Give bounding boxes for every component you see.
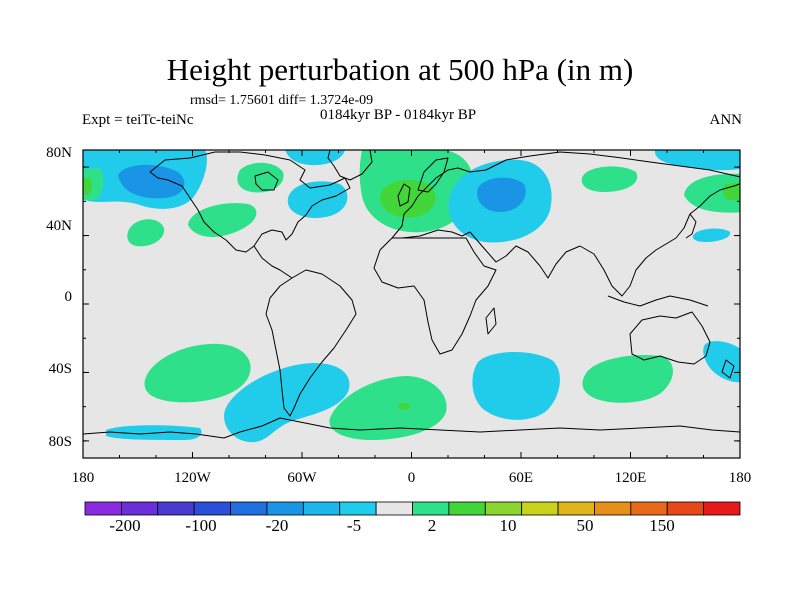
- colorbar-label: -5: [346, 516, 362, 535]
- x-tick-label: 0: [408, 470, 416, 486]
- region-neg-tasman: [703, 341, 740, 383]
- colorbar-label: -200: [109, 516, 141, 535]
- colorbar-swatch: [448, 501, 486, 516]
- colorbar-swatch: [375, 501, 413, 516]
- x-tick-label: 60E: [509, 470, 533, 486]
- colorbar-swatch: [339, 501, 377, 516]
- colorbar-label: 50: [576, 516, 594, 535]
- colorbar-label: -100: [185, 516, 217, 535]
- coast-australia: [629, 311, 711, 365]
- colorbar-swatch: [484, 501, 523, 516]
- coast-madagascar: [485, 307, 497, 335]
- y-tick-label: 80S: [49, 434, 72, 450]
- coastlines: [83, 150, 740, 439]
- colorbar-swatch: [557, 501, 595, 516]
- region-pos-east-edge-core: [723, 182, 740, 200]
- season-label: ANN: [709, 112, 743, 128]
- coast-se-asia: [579, 183, 740, 297]
- coast-new-zealand: [721, 359, 735, 379]
- region-pos-australia-south: [582, 354, 673, 403]
- coast-japan: [685, 213, 697, 239]
- region-pos-europe-core: [379, 179, 436, 218]
- region-neg-indian-ocean: [472, 351, 560, 420]
- colorbar-label: 2: [427, 516, 437, 535]
- coast-scandinavia: [417, 157, 449, 193]
- chart-title: Height perturbation at 500 hPa (in m): [166, 52, 634, 87]
- coast-antarctica: [83, 417, 740, 439]
- region-pos-west-edge-core: [83, 178, 93, 195]
- x-tick-label: 60W: [287, 470, 317, 486]
- region-neg-south-america: [224, 363, 350, 443]
- period-label: 0184kyr BP - 0184kyr BP: [320, 107, 477, 123]
- y-tick-label: 80N: [46, 145, 72, 161]
- coast-arabia-india: [469, 231, 581, 279]
- region-pos-us: [188, 203, 257, 237]
- coast-south-america: [265, 269, 357, 417]
- region-neg-nw-pacific: [692, 228, 731, 242]
- colorbar-swatch: [84, 501, 122, 516]
- x-tick-label: 120W: [174, 470, 212, 486]
- region-pos-south-atlantic: [329, 376, 447, 440]
- region-pos-pacific-small: [127, 219, 165, 247]
- experiment-label: Expt = teiTc-teiNc: [82, 112, 194, 128]
- region-pos-south-pacific: [144, 343, 251, 403]
- x-tick-label: 180: [72, 470, 95, 486]
- contour-regions: [83, 150, 740, 443]
- colorbar-swatch: [266, 501, 304, 516]
- y-tick-label: 40N: [46, 218, 72, 234]
- colorbar-swatch: [157, 501, 195, 516]
- colorbar-label: 10: [499, 516, 517, 535]
- region-pos-south-atlantic-core: [398, 403, 410, 410]
- colorbar-swatch: [302, 501, 341, 516]
- region-neg-russia-core: [477, 177, 526, 212]
- region-neg-north-pacific-core: [118, 164, 185, 199]
- region-pos-siberia: [581, 166, 638, 192]
- coast-uk: [397, 183, 411, 207]
- colorbar-swatch: [412, 501, 450, 516]
- coast-north-america: [149, 151, 351, 253]
- colorbar-swatch: [120, 501, 159, 516]
- colorbar-swatch: [230, 501, 268, 516]
- colorbar-swatch: [666, 501, 705, 516]
- y-tick-label: 40S: [49, 361, 72, 377]
- coast-central-america: [253, 245, 293, 279]
- colorbar-label: 150: [649, 516, 675, 535]
- colorbar-label: -20: [265, 516, 289, 535]
- x-tick-label: 120E: [615, 470, 647, 486]
- coast-greenland: [327, 150, 373, 181]
- coast-hudson-bay: [254, 171, 279, 191]
- region-pos-east-edge: [684, 173, 740, 213]
- stats-text: rmsd= 1.75601 diff= 1.3724e-09: [190, 93, 374, 108]
- region-pos-canada: [237, 162, 284, 193]
- axis-ticks: [82, 150, 741, 458]
- coast-europe: [391, 151, 740, 239]
- coast-indonesia: [607, 295, 709, 307]
- colorbar-swatch: [630, 501, 668, 516]
- coast-africa: [373, 237, 497, 355]
- colorbar-swatch: [521, 501, 559, 516]
- region-neg-nw-atlantic: [287, 181, 348, 218]
- x-tick-label: 180: [729, 470, 752, 486]
- colorbar-swatch: [703, 501, 741, 516]
- colorbar-swatch: [594, 501, 632, 516]
- colorbar: [84, 501, 741, 516]
- coast-mediterranean: [401, 229, 471, 239]
- colorbar-swatch: [193, 501, 231, 516]
- y-tick-label: 0: [65, 289, 73, 305]
